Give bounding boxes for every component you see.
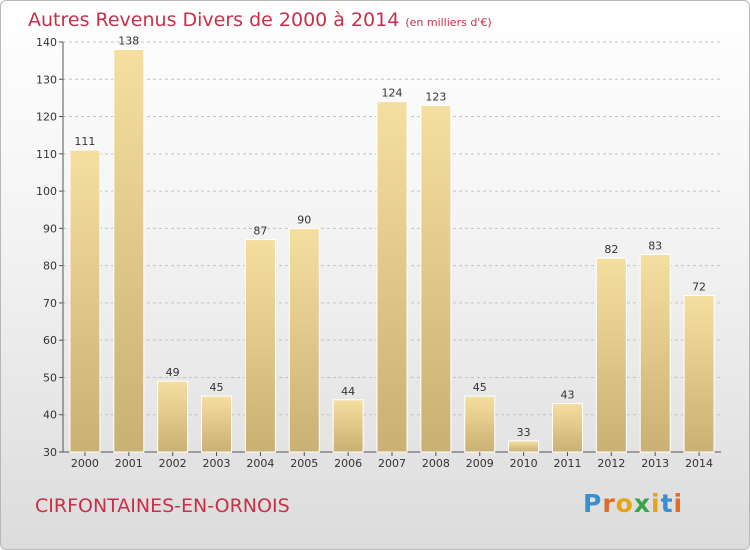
logo-letter: P xyxy=(583,489,603,518)
bar-value-label: 111 xyxy=(74,135,95,148)
bar-value-label: 44 xyxy=(341,385,355,398)
bar-value-label: 33 xyxy=(517,426,531,439)
y-tick-label: 90 xyxy=(43,222,57,235)
bar xyxy=(288,227,320,453)
x-tick-label: 2001 xyxy=(115,457,143,470)
bar xyxy=(551,403,583,453)
bar xyxy=(683,294,715,453)
y-tick-label: 60 xyxy=(43,334,57,347)
bar-value-label: 43 xyxy=(560,389,574,402)
x-tick-label: 2013 xyxy=(641,457,669,470)
bar xyxy=(113,48,145,453)
y-tick-label: 30 xyxy=(43,446,57,459)
y-tick-label: 110 xyxy=(36,148,57,161)
bar xyxy=(244,239,276,453)
bar-value-label: 124 xyxy=(382,87,403,100)
y-tick-label: 120 xyxy=(36,111,57,124)
logo-letter: t xyxy=(660,489,674,518)
y-tick-label: 40 xyxy=(43,409,57,422)
commune-name: CIRFONTAINES-EN-ORNOIS xyxy=(35,495,290,517)
bar-value-label: 123 xyxy=(425,90,446,103)
x-tick-label: 2000 xyxy=(71,457,99,470)
y-tick-label: 80 xyxy=(43,260,57,273)
chart-title-block: Autres Revenus Divers de 2000 à 2014 (en … xyxy=(28,9,492,31)
bar-value-label: 82 xyxy=(604,243,618,256)
x-tick-label: 2009 xyxy=(466,457,494,470)
bar xyxy=(201,395,233,453)
proxiti-logo: Proxiti xyxy=(583,489,683,518)
bar-value-label: 72 xyxy=(692,280,706,293)
x-tick-label: 2006 xyxy=(334,457,362,470)
x-tick-label: 2011 xyxy=(553,457,581,470)
logo-letter: i xyxy=(651,489,661,518)
x-tick-label: 2004 xyxy=(246,457,274,470)
x-tick-label: 2012 xyxy=(597,457,625,470)
bar-value-label: 49 xyxy=(166,366,180,379)
x-tick-label: 2007 xyxy=(378,457,406,470)
bar xyxy=(69,149,101,453)
bar-value-label: 83 xyxy=(648,239,662,252)
logo-letter: r xyxy=(602,489,616,518)
chart-title: Autres Revenus Divers de 2000 à 2014 xyxy=(28,9,400,31)
bar-value-label: 138 xyxy=(118,34,139,47)
y-tick-label: 50 xyxy=(43,371,57,384)
bar-value-label: 90 xyxy=(297,213,311,226)
bar xyxy=(376,101,408,453)
bar xyxy=(508,440,540,453)
x-tick-label: 2003 xyxy=(203,457,231,470)
y-tick-label: 70 xyxy=(43,297,57,310)
x-tick-label: 2010 xyxy=(510,457,538,470)
chart-unit: (en milliers d'€) xyxy=(405,16,492,29)
bar-value-label: 87 xyxy=(253,225,267,238)
logo-letter: i xyxy=(673,489,684,518)
bar xyxy=(595,257,627,453)
x-tick-label: 2005 xyxy=(290,457,318,470)
x-tick-label: 2008 xyxy=(422,457,450,470)
x-tick-label: 2002 xyxy=(159,457,187,470)
bar xyxy=(157,380,189,453)
bar xyxy=(639,253,671,453)
logo-letter: o xyxy=(615,489,634,518)
logo-letter: x xyxy=(633,489,651,518)
bar-value-label: 45 xyxy=(473,381,487,394)
y-tick-label: 130 xyxy=(36,73,57,86)
y-tick-label: 140 xyxy=(36,36,57,49)
bar xyxy=(420,104,452,453)
bar xyxy=(332,399,364,453)
bar-value-label: 45 xyxy=(210,381,224,394)
y-tick-label: 100 xyxy=(36,185,57,198)
bar xyxy=(464,395,496,453)
x-tick-label: 2014 xyxy=(685,457,713,470)
